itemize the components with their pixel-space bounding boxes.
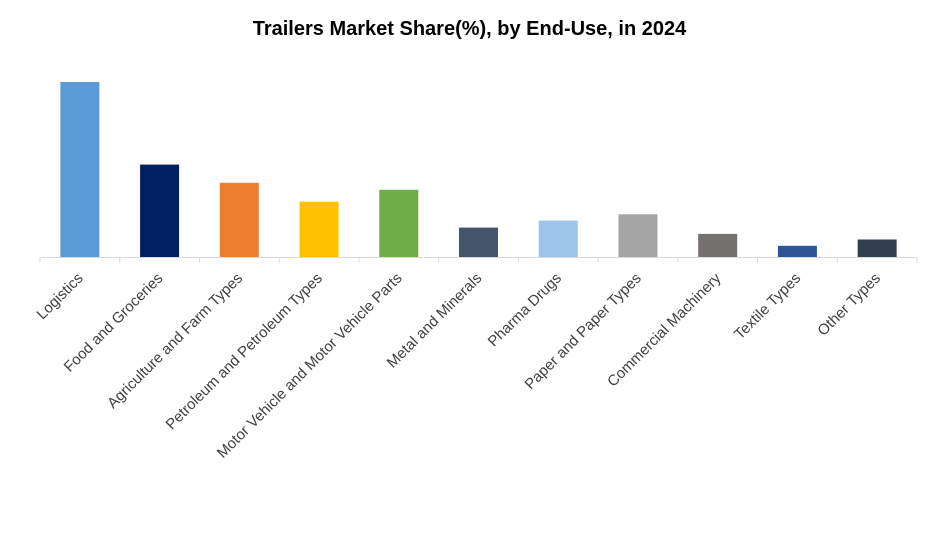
bar	[777, 245, 817, 257]
bar	[140, 164, 180, 257]
x-tick-label: Pharma Drugs	[485, 270, 565, 350]
x-tick-label: Agriculture and Farm Types	[104, 270, 246, 412]
bar	[459, 227, 498, 257]
bar	[60, 82, 100, 257]
x-tick-label: Motor Vehicle and Motor Vehicle Parts	[214, 270, 406, 462]
x-axis-ticks	[39, 257, 918, 263]
bar	[698, 233, 738, 257]
x-tick-label: Textile Types	[731, 270, 804, 343]
x-tick-label: Logistics	[33, 270, 86, 323]
x-tick-label: Other Types	[814, 270, 884, 340]
bar	[379, 189, 419, 257]
bar	[857, 239, 897, 257]
chart-title: Trailers Market Share(%), by End-Use, in…	[252, 18, 687, 40]
bar	[299, 201, 339, 257]
bar	[219, 182, 259, 257]
bars-group	[60, 82, 897, 257]
x-tick-label: Petroleum and Petroleum Types	[163, 270, 326, 433]
bar	[538, 220, 578, 257]
bar	[618, 214, 658, 257]
